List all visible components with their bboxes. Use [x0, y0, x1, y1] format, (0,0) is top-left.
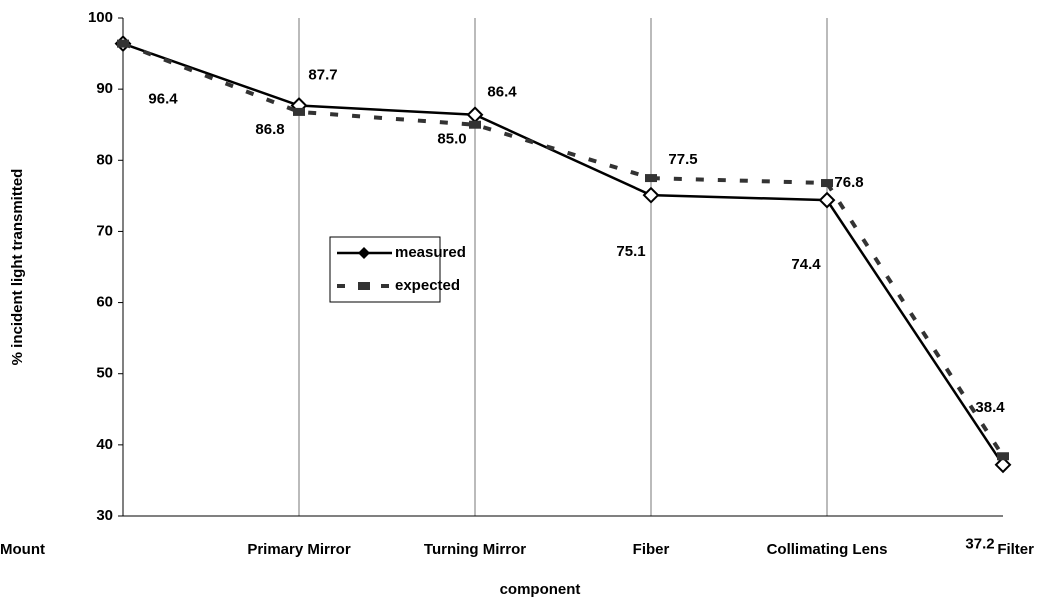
data-label: 74.4	[791, 256, 821, 273]
x-tick-label: Fiber	[633, 541, 670, 558]
marker	[821, 179, 833, 188]
marker	[997, 452, 1009, 461]
x-tick-label: Primary Mirror	[247, 541, 351, 558]
data-label: 87.7	[308, 66, 337, 83]
data-label: 96.4	[148, 91, 178, 108]
y-tick-label: 100	[88, 9, 113, 26]
x-tick-label: Filter	[997, 541, 1034, 558]
x-tick-label: Turning Mirror	[424, 541, 526, 558]
legend-box	[329, 236, 441, 303]
marker	[994, 456, 1012, 474]
data-label: 77.5	[668, 151, 697, 168]
y-tick-label: 30	[96, 507, 113, 524]
legend-label: expected	[395, 277, 460, 294]
y-axis-title: % incident light transmitted	[9, 169, 26, 366]
data-label: 76.8	[834, 174, 863, 191]
marker	[466, 106, 484, 124]
marker	[293, 107, 305, 116]
marker	[818, 191, 836, 209]
marker	[645, 174, 657, 183]
data-label: 86.8	[255, 121, 284, 138]
marker	[642, 186, 660, 204]
x-axis-title: component	[500, 581, 581, 598]
marker	[469, 120, 481, 129]
data-label: 85.0	[437, 131, 466, 148]
legend-marker	[358, 282, 370, 290]
y-tick-label: 80	[96, 151, 113, 168]
y-tick-label: 90	[96, 80, 113, 97]
marker	[117, 39, 129, 48]
data-label: 75.1	[616, 243, 645, 260]
x-tick-label: Mount	[0, 541, 45, 558]
data-label: 37.2	[965, 536, 994, 553]
series-line	[122, 42, 1005, 466]
legend-label: measured	[395, 244, 466, 261]
y-tick-label: 40	[96, 436, 113, 453]
y-tick-label: 50	[96, 365, 113, 382]
data-label: 38.4	[975, 399, 1005, 416]
y-tick-label: 60	[96, 294, 113, 311]
data-label: 86.4	[487, 84, 517, 101]
y-tick-label: 70	[96, 222, 113, 239]
series-line	[122, 41, 1005, 458]
x-tick-label: Collimating Lens	[767, 541, 888, 558]
legend-marker	[358, 247, 370, 259]
